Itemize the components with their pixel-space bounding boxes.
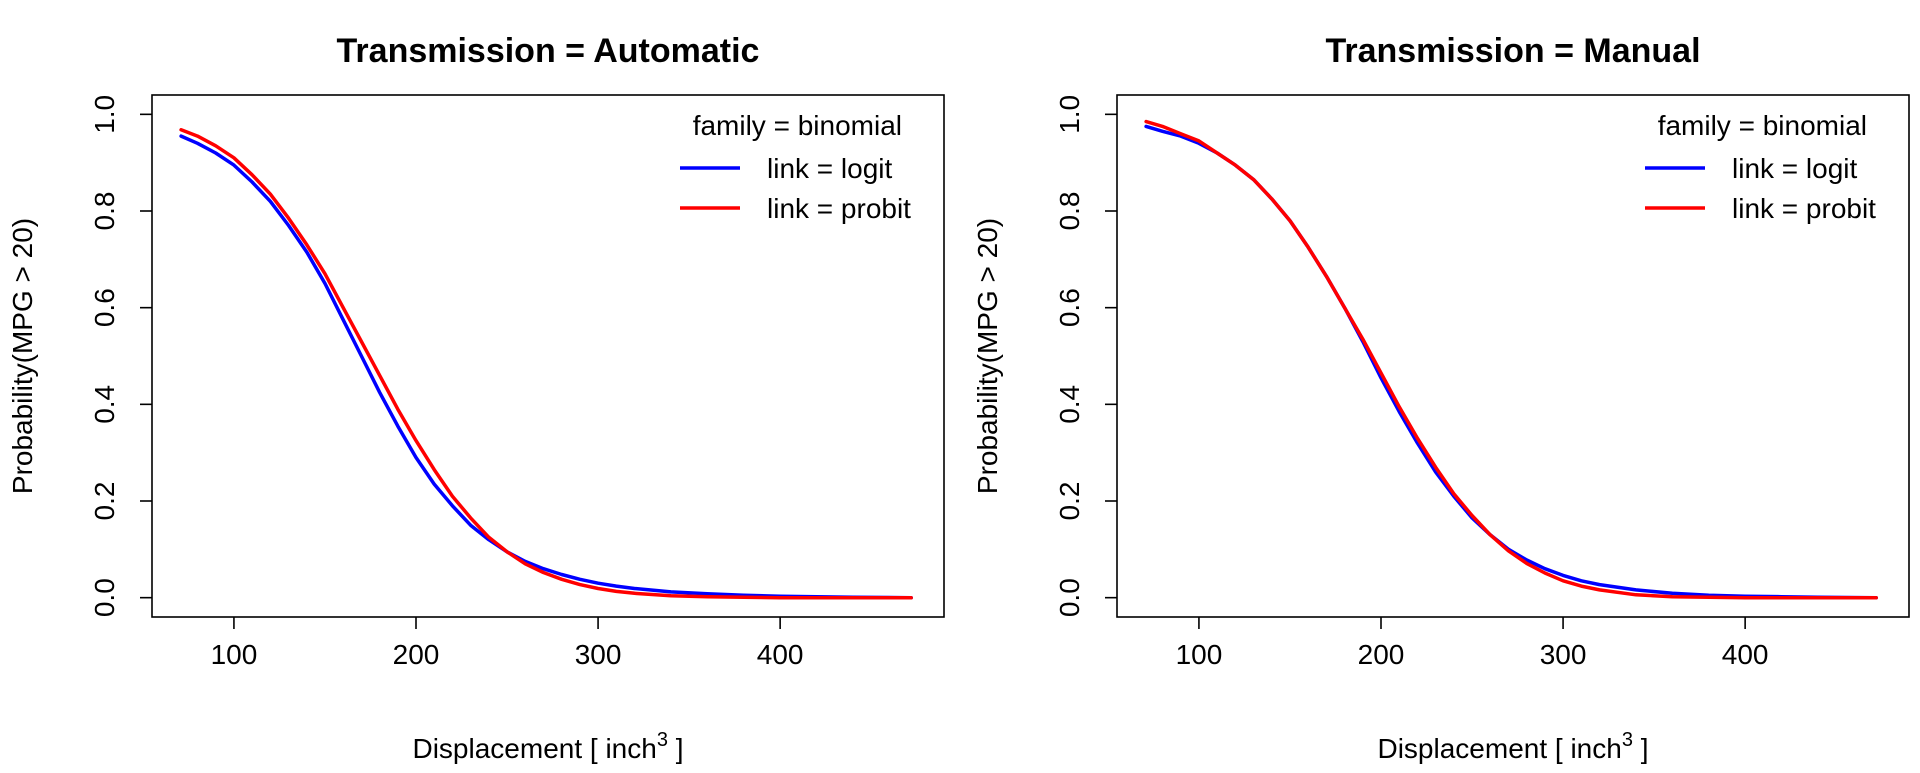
y-tick-label: 0.2 xyxy=(89,482,120,521)
x-axis-label-end: ] xyxy=(668,733,684,764)
x-axis-label: Displacement [ inch3 ] xyxy=(412,729,683,764)
x-axis-label-main: Displacement [ inch xyxy=(412,733,656,764)
plot-frame xyxy=(151,94,945,618)
legend-title: family = binomial xyxy=(693,110,902,141)
legend-label-probit: link = probit xyxy=(1732,193,1876,224)
y-tick-label: 0.0 xyxy=(89,578,120,617)
y-tick-label: 0.6 xyxy=(89,288,120,327)
x-tick-label: 300 xyxy=(1540,639,1587,670)
y-tick-label: 0.8 xyxy=(89,192,120,231)
x-tick-label: 300 xyxy=(575,639,622,670)
legend-label-logit: link = logit xyxy=(767,153,893,184)
y-tick-label: 0.4 xyxy=(1054,385,1085,424)
legend-label-probit: link = probit xyxy=(767,193,911,224)
series-line-probit xyxy=(179,128,913,600)
x-tick-label: 200 xyxy=(1358,639,1405,670)
legend-title: family = binomial xyxy=(1658,110,1867,141)
y-tick-label: 1.0 xyxy=(89,95,120,134)
legend-label-logit: link = logit xyxy=(1732,153,1858,184)
x-axis-label-end: ] xyxy=(1633,733,1649,764)
x-tick-label: 400 xyxy=(757,639,804,670)
y-tick-label: 0.4 xyxy=(89,385,120,424)
x-axis-label: Displacement [ inch3 ] xyxy=(1377,729,1648,764)
y-tick-label: 0.0 xyxy=(1054,578,1085,617)
series-line-probit xyxy=(1144,119,1878,600)
x-tick-label: 100 xyxy=(211,639,258,670)
chart-title: Transmission = Manual xyxy=(1325,32,1700,70)
x-tick-label: 400 xyxy=(1722,639,1769,670)
x-tick-label: 200 xyxy=(393,639,440,670)
y-tick-label: 0.8 xyxy=(1054,192,1085,231)
chart-panel-0: Transmission = Automatic 100 200 300 400 0.0 0… xyxy=(7,32,945,764)
chart-panel-1: Transmission = Manual 100 200 300 400 0.0 0.2 0… xyxy=(972,32,1910,764)
x-axis-label-superscript: 3 xyxy=(657,729,668,751)
series-line-logit xyxy=(179,134,913,600)
plot-frame xyxy=(1116,94,1910,618)
y-axis-label: Probability(MPG > 20) xyxy=(7,218,38,494)
x-axis-label-superscript: 3 xyxy=(1622,729,1633,751)
y-tick-label: 0.6 xyxy=(1054,288,1085,327)
x-axis-label-main: Displacement [ inch xyxy=(1377,733,1621,764)
x-tick-label: 100 xyxy=(1176,639,1223,670)
y-tick-label: 0.2 xyxy=(1054,482,1085,521)
y-tick-label: 1.0 xyxy=(1054,95,1085,134)
y-axis-label: Probability(MPG > 20) xyxy=(972,218,1003,494)
chart-title: Transmission = Automatic xyxy=(337,32,760,70)
